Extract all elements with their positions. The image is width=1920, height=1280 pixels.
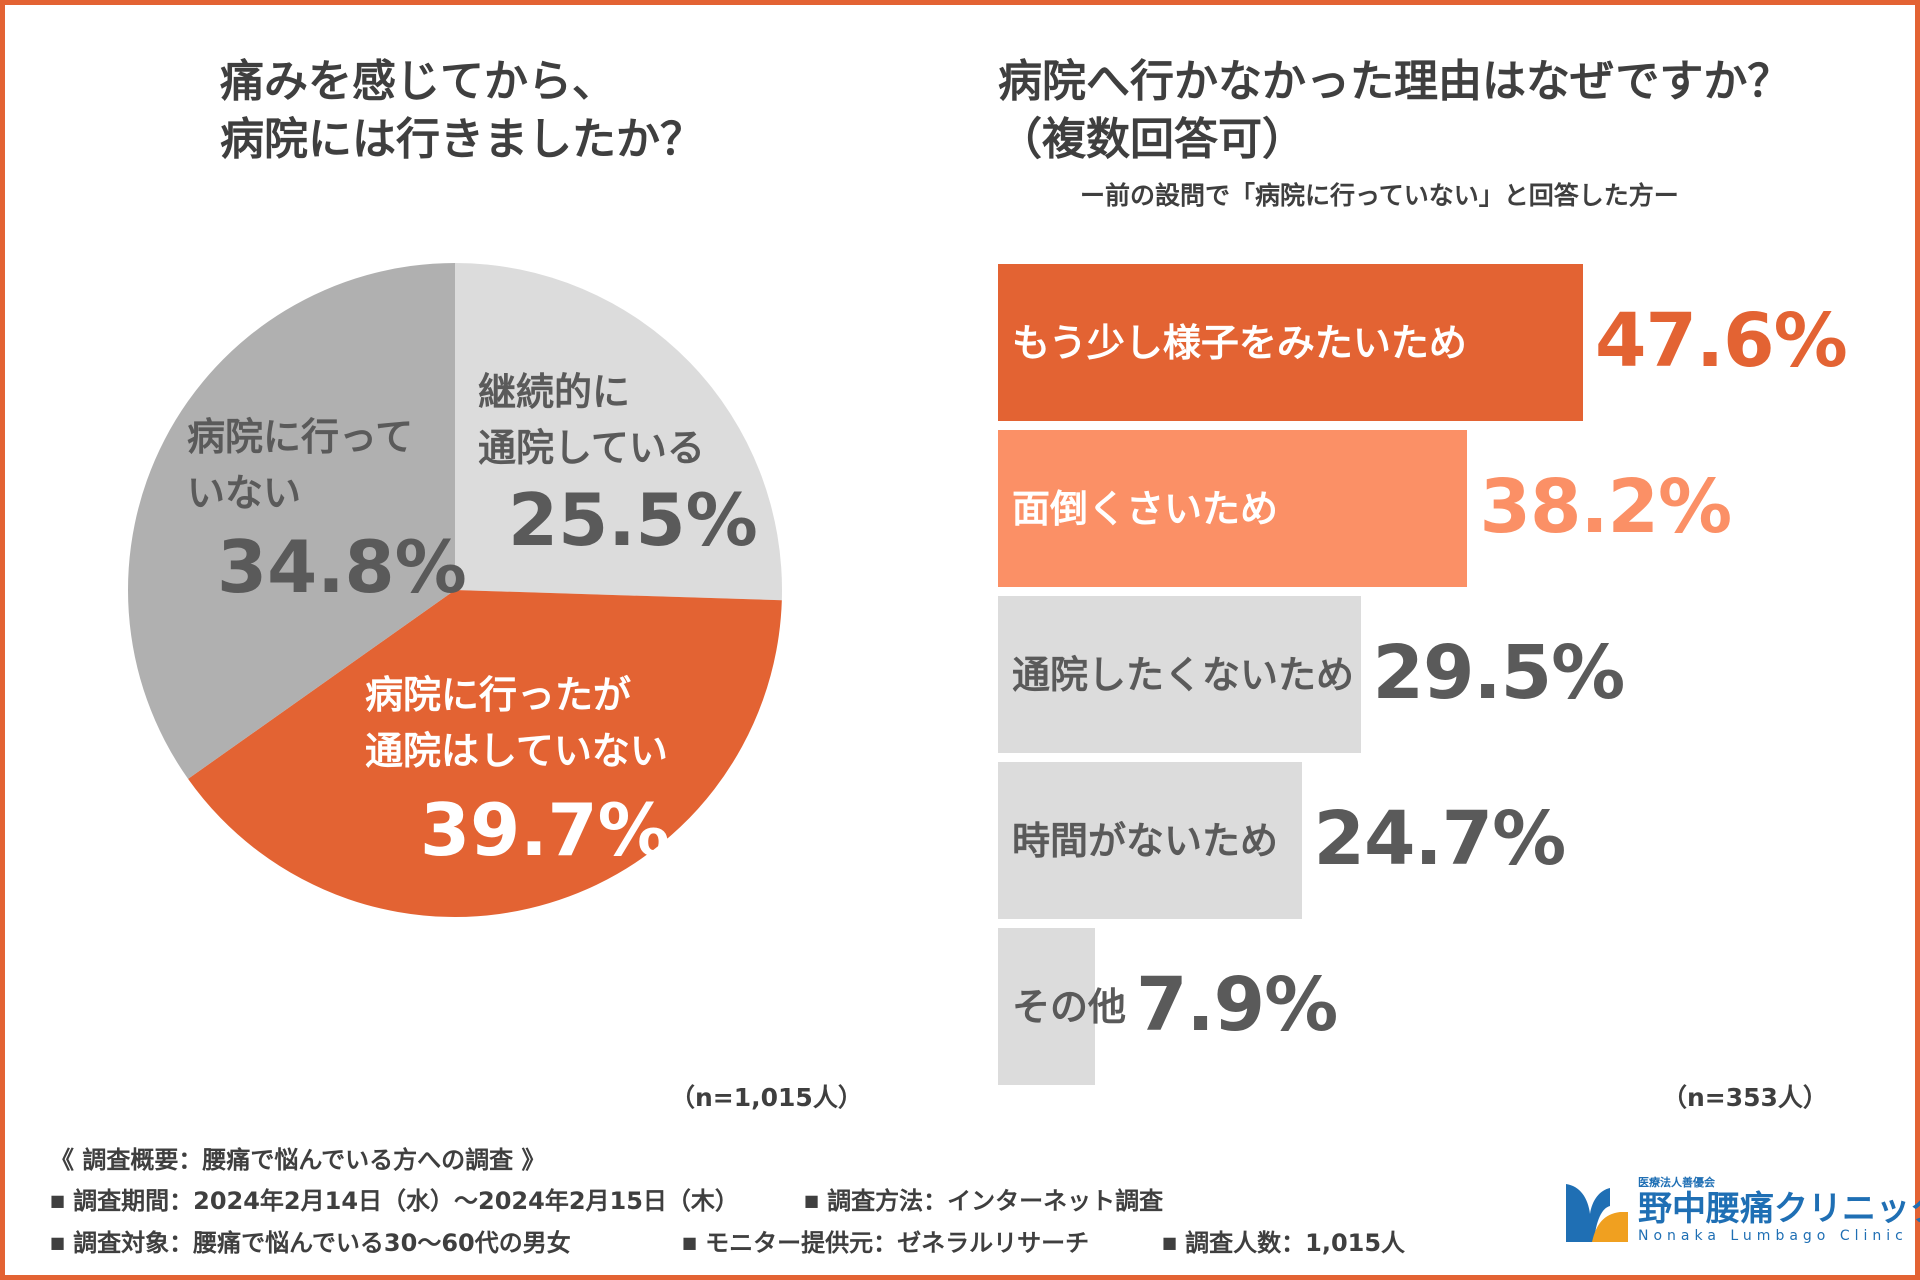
bar-2	[998, 430, 1468, 587]
pie-title-line2: 病院には行きましたか？	[220, 114, 704, 165]
bar-4	[998, 762, 1302, 919]
bullet-icon: ■	[682, 1233, 698, 1252]
survey-target: ■ 調査対象：腰痛で悩んでいる30〜60代の男女	[50, 1223, 571, 1258]
bullet-icon: ■	[50, 1233, 66, 1252]
survey-period: ■ 調査期間：2024年2月14日（水）〜2024年2月15日（木）	[50, 1181, 739, 1216]
bar-4-value: 24.7%	[1313, 795, 1567, 882]
bar-1	[998, 264, 1583, 421]
bar-title-line2: （複数回答可）	[998, 114, 1306, 165]
survey-heading: 《 調査概要：腰痛で悩んでいる方への調査 》	[50, 1146, 546, 1174]
clinic-logo-icon	[1566, 1184, 1628, 1242]
bullet-icon: ■	[50, 1191, 66, 1210]
bar-1-value: 47.6%	[1595, 297, 1848, 384]
bar-2-value: 38.2%	[1479, 463, 1732, 550]
survey-row-2: ■ 調査対象：腰痛で悩んでいる30〜60代の男女 ■ モニター提供元：ゼネラルリサー…	[50, 1223, 1450, 1257]
bar-5-label: その他	[1012, 984, 1127, 1029]
pie-slice-3	[127, 263, 456, 779]
pie-slice-3-value: 34.8%	[217, 525, 467, 609]
pie-slice-2-value: 39.7%	[420, 788, 670, 872]
bar-title-line1: 病院へ行かなかった理由はなぜですか？	[998, 56, 1792, 107]
clinic-name: 野中腰痛クリニック	[1638, 1189, 1920, 1229]
bar-3-label: 通院したくないため	[1012, 652, 1355, 697]
survey-method-text: 調査方法：インターネット調査	[827, 1187, 1164, 1215]
pie-slice-1-label: 通院している	[478, 426, 705, 470]
survey-row-1: ■ 調査期間：2024年2月14日（水）〜2024年2月15日（木） ■ 調査方法：…	[50, 1181, 1250, 1215]
pie-sample-size: （n=1,015人）	[670, 1083, 863, 1112]
clinic-org: 医療法人善優会	[1638, 1176, 1715, 1189]
bullet-icon: ■	[1162, 1233, 1178, 1252]
pie-title: 痛みを感じてから、 病院には行きましたか？	[220, 53, 704, 169]
pie-slice-1	[455, 263, 782, 601]
pie-slice-1-label: 継続的に	[478, 370, 630, 414]
bar-4-label: 時間がないため	[1012, 818, 1279, 863]
pie-slice-3-label: いない	[187, 471, 301, 515]
survey-provider: ■ モニター提供元：ゼネラルリサーチ	[682, 1223, 1089, 1258]
bar-sample-size: （n=353人）	[1662, 1083, 1828, 1112]
pie-title-line1: 痛みを感じてから、	[220, 56, 616, 107]
survey-count: ■ 調査人数：1,015人	[1162, 1223, 1405, 1258]
clinic-logo: 医療法人善優会 野中腰痛クリニック Nonaka Lumbago Clinic	[1562, 1176, 1920, 1246]
bullet-icon: ■	[804, 1191, 820, 1210]
bar-3-value: 29.5%	[1372, 629, 1626, 716]
bar-3	[998, 596, 1361, 753]
bar-subtitle: ー前の設問で「病院に行っていない」と回答した方ー	[1080, 181, 1679, 210]
bar-5-value: 7.9%	[1136, 961, 1338, 1048]
survey-count-text: 調査人数：1,015人	[1185, 1229, 1406, 1257]
bar-title: 病院へ行かなかった理由はなぜですか？ （複数回答可）	[998, 53, 1791, 169]
clinic-english-name: Nonaka Lumbago Clinic	[1638, 1228, 1908, 1244]
survey-provider-text: モニター提供元：ゼネラルリサーチ	[705, 1229, 1090, 1257]
bar-2-label: 面倒くさいため	[1012, 486, 1279, 531]
survey-period-text: 調査期間：2024年2月14日（水）〜2024年2月15日（木）	[73, 1187, 739, 1215]
pie-slice-3-label: 病院に行って	[187, 415, 413, 459]
bar-1-label: もう少し様子をみたいため	[1012, 320, 1467, 365]
pie-slice-2-label: 病院に行ったが	[365, 673, 631, 717]
survey-target-text: 調査対象：腰痛で悩んでいる30〜60代の男女	[73, 1229, 571, 1257]
pie-slice-2-label: 通院はしていない	[365, 729, 668, 773]
survey-method: ■ 調査方法：インターネット調査	[804, 1181, 1163, 1216]
pie-slice-2	[188, 590, 782, 918]
pie-slice-1-value: 25.5%	[508, 478, 758, 562]
bar-5	[998, 928, 1096, 1085]
